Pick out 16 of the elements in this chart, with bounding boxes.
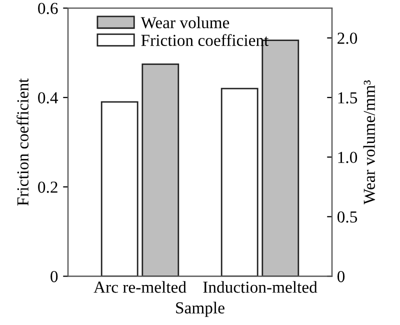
x-tick-label: Arc re-melted bbox=[94, 281, 186, 293]
y2-tick-label: 2.0 bbox=[338, 32, 358, 44]
y2-tick-label: 0 bbox=[337, 270, 345, 282]
y-tick-label: 0.4 bbox=[38, 92, 58, 104]
y2-axis-title: Wear volume/mm³ bbox=[363, 80, 376, 204]
y2-tick-label: 0.5 bbox=[337, 211, 358, 223]
y-tick-label: 0.2 bbox=[38, 182, 58, 193]
x-tick-label: Induction-melted bbox=[203, 281, 318, 293]
y-axis-title: Friction coefficient bbox=[16, 78, 29, 206]
y2-tick-label: 1.0 bbox=[338, 152, 358, 164]
y2-tick-label: 1.5 bbox=[338, 92, 358, 104]
legend-label: Friction coefficient bbox=[141, 34, 269, 46]
x-axis-title: Sample bbox=[176, 302, 224, 317]
y-tick-label: 0 bbox=[50, 270, 58, 282]
y-tick-label: 0.6 bbox=[38, 2, 58, 14]
legend-label: Wear volume bbox=[140, 16, 230, 28]
